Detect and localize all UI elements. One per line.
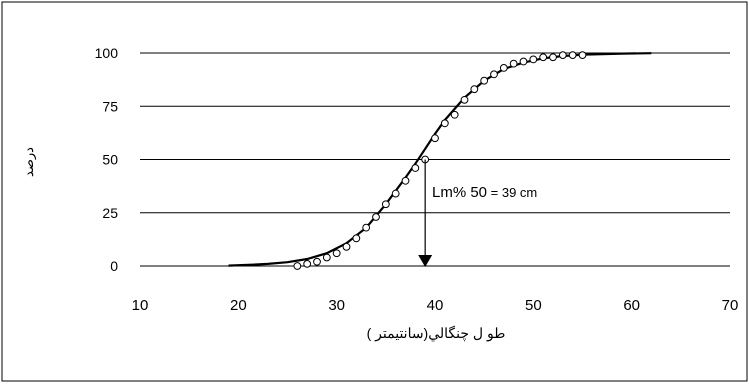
data-point — [332, 249, 341, 258]
axes: 0 25 50 75 100 10 20 30 40 50 60 70 — [95, 45, 739, 314]
data-point — [411, 164, 420, 172]
x-tick-label: 70 — [722, 297, 739, 314]
data-point — [490, 70, 498, 79]
data-point — [529, 55, 538, 64]
data-point — [293, 262, 302, 270]
y-tick-label: 75 — [102, 98, 118, 114]
observed-points — [293, 51, 587, 270]
data-point — [322, 253, 331, 262]
data-point — [549, 53, 557, 62]
data-point — [450, 110, 459, 119]
data-point — [460, 95, 469, 104]
data-point — [342, 242, 351, 251]
x-axis-label: طو ل چنگالي(سانتيمتر ) — [367, 325, 506, 342]
x-tick-label: 40 — [427, 297, 444, 314]
data-point — [352, 234, 361, 243]
data-point — [519, 57, 528, 66]
annotation-label: Lm% 50 — [432, 184, 487, 201]
data-point — [470, 85, 479, 94]
data-point — [539, 53, 548, 62]
y-axis-label: درصد — [21, 147, 37, 177]
gridlines — [140, 52, 730, 214]
data-point — [372, 213, 380, 221]
x-tick-label: 50 — [525, 297, 542, 314]
chart-frame — [1, 1, 748, 382]
data-point — [480, 76, 489, 85]
x-tick-label: 10 — [132, 297, 149, 314]
data-point — [509, 59, 518, 68]
y-tick-label: 25 — [102, 205, 118, 221]
data-point — [431, 134, 439, 143]
y-tick-label: 0 — [110, 258, 118, 274]
annotation-text: Lm% 50 = 39 cm — [432, 184, 537, 201]
data-point — [558, 51, 567, 60]
x-tick-label: 60 — [623, 297, 640, 314]
data-point — [391, 189, 400, 198]
annotation-value: = 39 cm — [487, 185, 537, 200]
data-point — [440, 119, 449, 128]
y-tick-label: 100 — [95, 45, 119, 61]
data-point — [303, 259, 312, 268]
data-point — [578, 51, 587, 60]
data-point — [313, 257, 321, 266]
data-point — [362, 223, 371, 232]
annotation: Lm% 50 = 39 cm — [418, 159, 537, 267]
data-point — [499, 64, 508, 72]
x-tick-label: 20 — [230, 297, 247, 314]
data-point — [381, 200, 390, 209]
y-tick-label: 50 — [102, 152, 118, 168]
arrow-head — [418, 255, 433, 267]
x-tick-label: 30 — [328, 297, 345, 314]
data-point — [568, 51, 577, 60]
data-point — [401, 176, 410, 185]
